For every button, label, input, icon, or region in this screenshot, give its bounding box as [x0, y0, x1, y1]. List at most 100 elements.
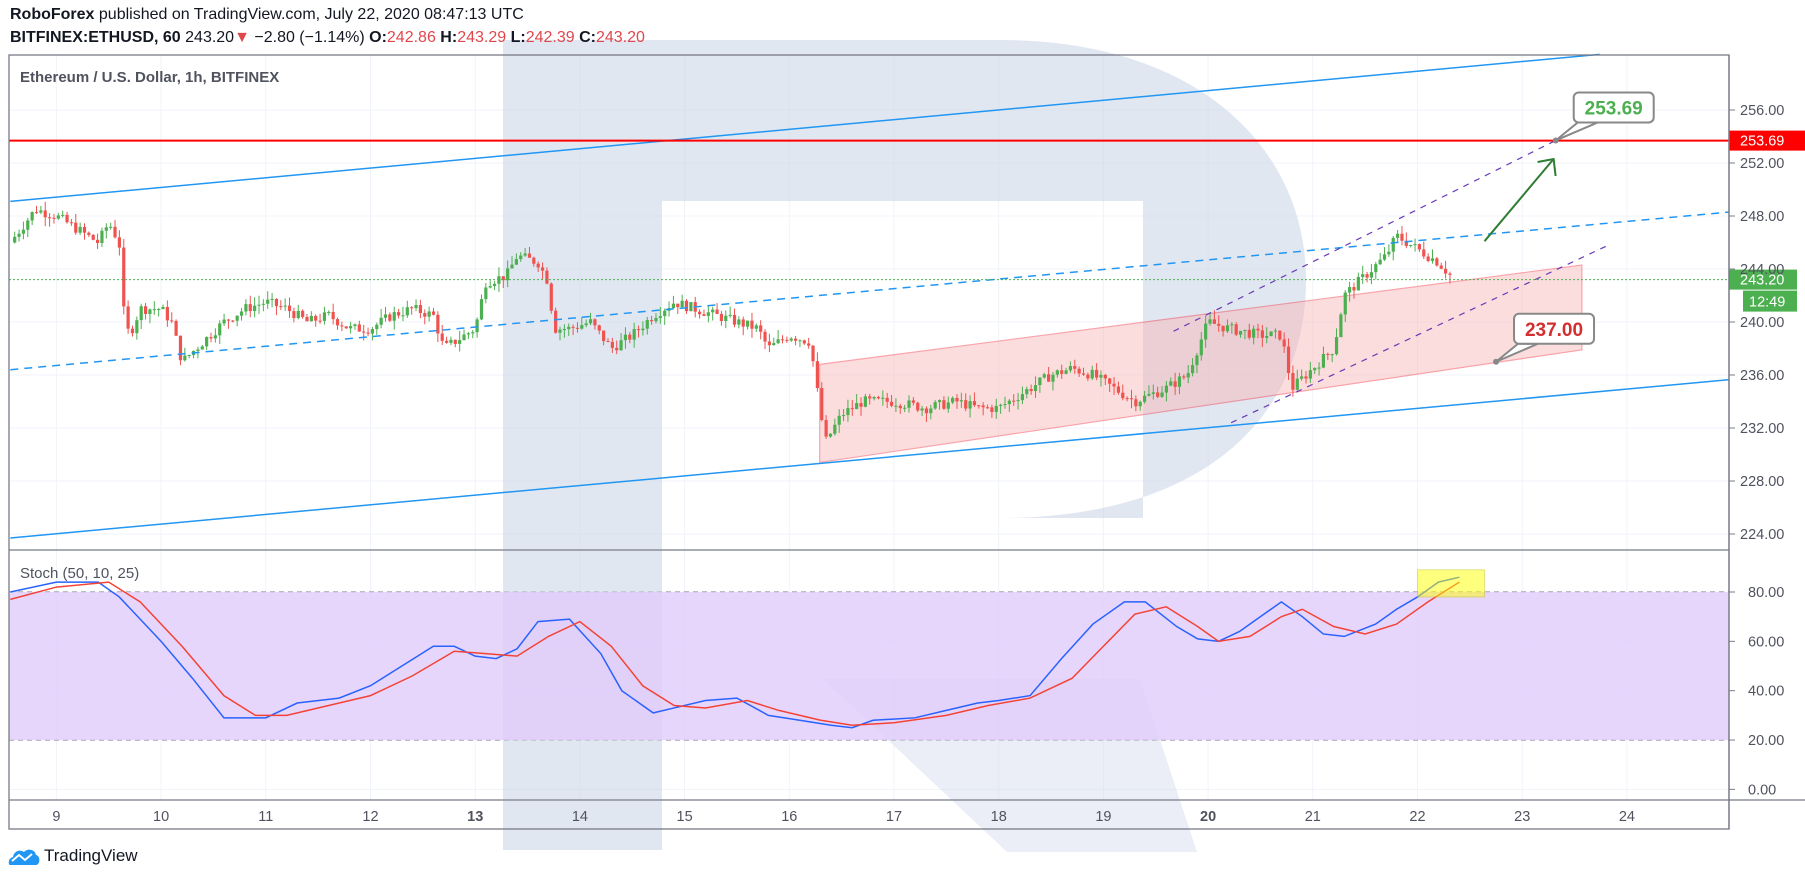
candle-body: [1182, 376, 1186, 378]
candle-body: [715, 309, 719, 314]
callout-box: [1572, 91, 1655, 124]
candle-body: [209, 337, 213, 339]
candle-body: [1160, 392, 1164, 397]
candle-body: [776, 339, 780, 344]
callout-anchor: [1552, 137, 1559, 144]
candle-body: [903, 407, 907, 409]
candle-body: [349, 326, 353, 329]
tradingview-logo[interactable]: TradingView: [8, 846, 138, 866]
candle-body: [318, 320, 322, 322]
candle-body: [650, 320, 654, 322]
stoch-axis-label: 40.00: [1748, 684, 1784, 700]
candle-body: [1064, 370, 1068, 374]
candle-body: [549, 283, 553, 311]
stoch-d-line: [10, 581, 1460, 726]
candle-body: [1012, 400, 1016, 402]
channel-middle-line: [10, 211, 1730, 371]
candle-body: [658, 316, 662, 318]
price-axis-label: 228.00: [1740, 474, 1784, 490]
candle-body: [178, 335, 183, 361]
candle-body: [383, 314, 388, 318]
time-axis-label: 18: [991, 809, 1007, 825]
price-axis-label: 244.00: [1740, 262, 1784, 278]
candle-body: [270, 298, 274, 300]
last-price-tag: [1729, 269, 1797, 290]
candle-body: [1443, 268, 1448, 274]
candle-body: [143, 306, 148, 314]
candle-body: [645, 320, 649, 329]
candle-body: [632, 329, 636, 340]
candle-body: [850, 408, 854, 410]
callout-pointer: [1555, 121, 1599, 142]
price-axis-label: 248.00: [1740, 209, 1784, 225]
open-label: O:: [369, 29, 387, 46]
candle-body: [1121, 392, 1125, 399]
candle-body: [95, 239, 100, 243]
candle-body: [1156, 392, 1160, 397]
candle-body: [257, 304, 261, 306]
candle-body: [222, 319, 226, 324]
candle-body: [1190, 365, 1195, 374]
candle-body: [1313, 367, 1317, 371]
candle-body: [1116, 386, 1121, 393]
candle-body: [1164, 385, 1168, 393]
candle-body: [1138, 401, 1142, 407]
candle-body: [1051, 374, 1055, 382]
candle-body: [985, 407, 990, 409]
symbol-info: BITFINEX:ETHUSD, 60 243.20▼ −2.80 (−1.14…: [10, 29, 645, 47]
stoch-axis-label: 80.00: [1748, 585, 1784, 601]
candle-body: [109, 226, 113, 228]
candle-body: [798, 340, 802, 342]
candle-body: [322, 312, 327, 321]
candle-body: [628, 334, 632, 340]
candle-body: [113, 226, 117, 238]
candle-body: [453, 339, 457, 344]
candle-body: [968, 401, 972, 409]
time-axis-label: 22: [1409, 809, 1425, 825]
candle-body: [274, 298, 279, 307]
open-value: 242.86: [386, 29, 436, 46]
candle-body: [728, 314, 732, 316]
candle-body: [824, 420, 828, 437]
candle-body: [479, 299, 484, 320]
candle-body: [183, 355, 187, 361]
resistance-price-tag: [1729, 130, 1805, 151]
tradingview-brand: TradingView: [44, 846, 138, 865]
candle-body: [174, 320, 178, 336]
time-axis-label: 10: [153, 809, 169, 825]
candle-body: [933, 402, 937, 409]
candle-body: [1374, 264, 1378, 273]
close-value: 243.20: [595, 29, 645, 46]
time-axis-label: 19: [1095, 809, 1111, 825]
candle-body: [47, 217, 52, 219]
candle-body: [885, 397, 889, 402]
publisher-name[interactable]: RoboForex: [10, 6, 95, 23]
candle-body: [1300, 376, 1304, 379]
candle-body: [148, 309, 152, 314]
candle-body: [510, 264, 514, 269]
candle-body: [1308, 370, 1312, 379]
candle-body: [34, 212, 39, 214]
candle-body: [767, 341, 772, 346]
candle-body: [1348, 287, 1352, 293]
candle-body: [636, 329, 641, 331]
candle-body: [1003, 404, 1007, 406]
candle-body: [52, 217, 56, 219]
candle-body: [833, 424, 837, 434]
candle-body: [135, 320, 139, 334]
candle-body: [990, 407, 994, 412]
candle-body: [920, 408, 924, 411]
time-axis-label: 23: [1514, 809, 1530, 825]
candle-body: [340, 325, 344, 327]
candle-body: [1221, 325, 1225, 332]
candle-body: [187, 355, 191, 357]
candle-body: [414, 305, 418, 309]
candle-body: [161, 306, 165, 310]
arrow-head-icon: [1537, 157, 1557, 177]
countdown-label: 12:49: [1749, 295, 1785, 311]
candle-body: [1326, 353, 1330, 355]
candle-body: [1243, 329, 1247, 331]
candle-body: [623, 334, 628, 341]
candle-body: [1042, 374, 1046, 378]
